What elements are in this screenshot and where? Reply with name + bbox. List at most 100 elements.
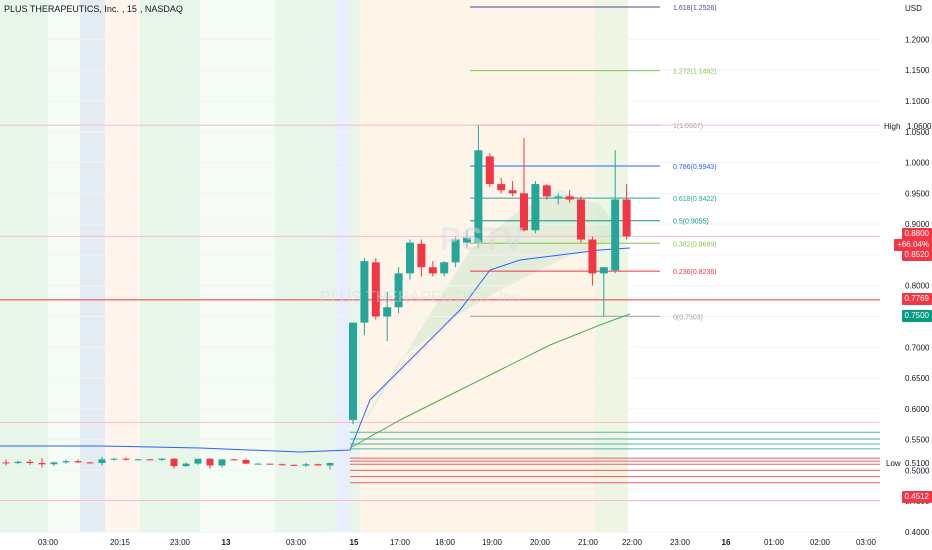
candle-body [326,463,334,466]
candle-body [577,199,585,240]
candle-body [474,150,483,243]
moving-averages [0,247,631,453]
y-tick-label: 1.2000 [905,35,930,44]
candle-body [158,458,166,460]
candle-body [588,239,597,274]
y-tick-label: 0.5500 [905,436,930,445]
candle-body [50,462,58,465]
candle-body [206,458,214,466]
candle-body [406,242,414,274]
last-price-tag: 0.8800 [901,228,932,240]
x-tick-label: 21:00 [578,538,599,547]
session-band-2 [80,0,105,532]
x-tick-label: 16 [722,538,731,547]
candle-body [266,463,274,465]
fib-label: 0.5(0.9055) [673,219,709,226]
x-tick-label: 17:00 [390,538,411,547]
candle-body [302,464,310,466]
x-tick-label: 18:00 [435,538,456,547]
candle-body [122,458,130,460]
y-tick-label: 1.1500 [905,66,930,75]
session-band-3 [105,0,140,532]
x-tick-label: 03:00 [286,538,307,547]
horizontal-lines [0,124,880,501]
x-tick-label: 03:00 [856,538,877,547]
candle-body [349,322,357,420]
fib-label: 0.236(0.8236) [673,269,717,276]
fib-label: 1.272(1.1492) [673,69,717,76]
symbol-title[interactable]: PLUS THERAPEUTICS, Inc., 15, NASDAQ [4,4,183,14]
candle-body [520,193,528,231]
candle-body [230,459,238,461]
session-bands [0,0,628,532]
candle-body [194,458,202,464]
fib-label: 1.618(1.2526) [673,5,717,12]
candle-body [314,464,322,466]
candle-body [371,262,380,317]
candle-body [2,462,10,464]
low-value: 0.5100 [905,459,930,468]
session-band-1 [48,0,80,532]
candle-body [599,267,608,274]
watermark: PSTV [440,221,524,257]
candle-body [360,261,369,323]
x-tick-label: 20:00 [530,538,551,547]
candle-body [98,459,106,464]
high-label: High [884,122,901,131]
candle-body [110,458,118,460]
candle-body [508,190,517,194]
candle-body [554,196,563,198]
watermark-sub: PLUS THERAPEUTICS, Inc. [320,289,524,306]
candle-body [428,267,437,274]
grid [0,38,880,533]
session-band-7 [335,0,350,532]
ema-fast [0,247,631,453]
candle-body [394,273,403,308]
session-band-5 [200,0,275,532]
low-label: Low [886,459,901,468]
candle-body [383,307,392,317]
session-band-0 [0,0,48,532]
y-tick-label: 1.0500 [905,128,930,137]
y-tick-label: 1.0000 [905,159,930,168]
y-tick-label: 0.9000 [905,220,930,229]
y-tick-label: 0.7000 [905,343,930,352]
fib-label: 0(0.7503) [673,314,703,321]
y-tick-label: 0.6500 [905,374,930,383]
y-tick-label: 0.5000 [905,466,930,475]
x-tick-label: 13 [222,538,231,547]
candle-body [74,461,82,463]
x-axis: 03:00 20:15 23:00 13 03:00 15 17:00 18:00 19:00 2… [38,538,877,547]
candle-body [134,459,142,461]
session-band-4 [140,0,200,532]
fib-label: 1(1.0607) [673,123,703,130]
change-tag: +66.04% [894,239,932,251]
fib-retracement: 1.618(1.2526) 1.272(1.1492) 1(1.0607) 0.786… [470,5,717,321]
x-tick-label: 03:00 [38,538,59,547]
candle-body [182,463,190,467]
y-tick-label: 0.4000 [905,528,930,537]
candle-body [497,184,506,191]
candle-body [622,199,631,237]
ema-slow [349,313,631,449]
x-tick-label: 20:15 [110,538,131,547]
candle-body [278,464,286,466]
session-band-6 [275,0,335,532]
candle-body [170,458,178,467]
candle-body [531,184,540,231]
x-tick-label: 01:00 [764,538,785,547]
candle-body [611,199,620,271]
candle-body [26,461,34,464]
x-tick-label: 02:00 [810,538,831,547]
line-c-tag: 0.4512 [901,491,932,503]
candle-body [254,463,262,465]
y-tick-label: 0.6000 [905,405,930,414]
x-tick-label: 19:00 [482,538,503,547]
candle-body [440,262,449,274]
y-tick-label: 0.9500 [905,189,930,198]
y-tick-label: 0.8000 [905,282,930,291]
candle-body [417,243,426,268]
candle-body [146,459,154,461]
